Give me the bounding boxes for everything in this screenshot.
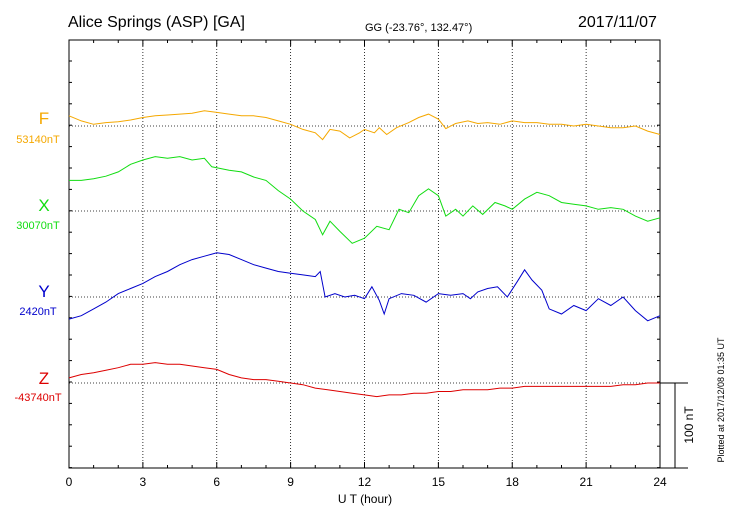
station-title: Alice Springs (ASP) [GA] — [68, 14, 245, 31]
x-tick-label: 18 — [506, 475, 520, 489]
x-tick-label: 6 — [213, 475, 220, 489]
plotted-timestamp: Plotted at 2017/12/08 01:35 UT — [716, 337, 726, 463]
baseline-label-y: 2420nT — [19, 306, 57, 318]
x-tick-label: 24 — [653, 475, 667, 489]
plot-date: 2017/11/07 — [578, 14, 657, 31]
channel-label-x: X — [38, 196, 49, 215]
x-tick-label: 3 — [140, 475, 147, 489]
x-tick-label: 0 — [66, 475, 73, 489]
grid-lines — [69, 40, 660, 468]
scale-bar-label: 100 nT — [682, 406, 696, 444]
series-line-y — [68, 252, 661, 322]
x-tick-label: 21 — [579, 475, 593, 489]
baseline-label-z: -43740nT — [14, 392, 61, 404]
x-tick-label: 12 — [358, 475, 372, 489]
channel-label-y: Y — [38, 282, 49, 301]
x-tick-labels: 0 3 6 9 12 15 18 21 24 — [66, 475, 667, 489]
series-line-x — [69, 156, 661, 244]
x-tick-label: 9 — [287, 475, 294, 489]
station-coords: GG (-23.76°, 132.47°) — [365, 22, 472, 34]
scale-bar — [660, 382, 688, 469]
axis-ticks — [68, 40, 661, 469]
x-tick-label: 15 — [432, 475, 446, 489]
channel-label-f: F — [39, 109, 49, 128]
x-axis-label: U T (hour) — [338, 492, 392, 506]
series-line-z — [68, 362, 660, 398]
channel-label-z: Z — [39, 369, 49, 388]
baseline-label-f: 53140nT — [16, 134, 60, 146]
baseline-label-x: 30070nT — [16, 220, 60, 232]
series-line-f — [68, 110, 661, 141]
